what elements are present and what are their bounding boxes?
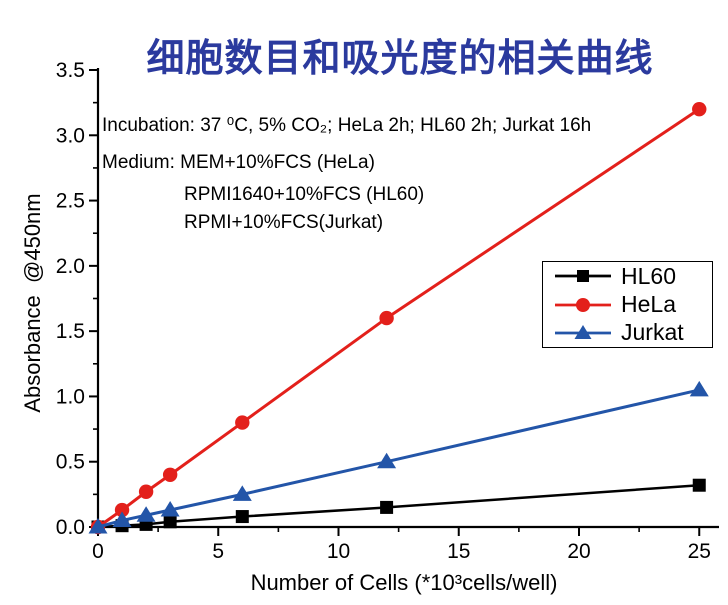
series-marker-hela	[379, 310, 394, 326]
series-marker-jurkat	[160, 501, 180, 517]
legend-box: HL60 HeLa Jurkat	[542, 261, 713, 348]
triangle-icon	[574, 324, 592, 339]
series-marker-hela	[114, 502, 130, 518]
series-marker-jurkat	[136, 506, 156, 522]
y-tick-label: 2.0	[56, 255, 85, 278]
series-marker-jurkat	[377, 452, 397, 469]
legend-item-jurkat: Jurkat	[543, 319, 712, 347]
x-tick-label: 0	[92, 540, 104, 563]
legend-label-hl60: HL60	[621, 262, 676, 289]
x-tick-label: 10	[327, 540, 350, 563]
series-marker-hl60	[692, 478, 706, 492]
legend-item-hela: HeLa	[543, 291, 712, 319]
y-tick-label: 1.0	[56, 385, 85, 408]
legend-label-jurkat: Jurkat	[621, 319, 684, 346]
series-marker-hela	[138, 484, 154, 499]
x-axis-title: Number of Cells (*10³cells/well)	[250, 570, 558, 595]
square-icon	[577, 270, 589, 283]
series-marker-hl60	[235, 510, 249, 524]
chart-title: 细胞数目和吸光度的相关曲线	[146, 38, 654, 80]
legend-swatch-2	[555, 324, 611, 339]
x-tick-label: 25	[688, 540, 711, 563]
y-tick-label: 1.5	[56, 320, 85, 343]
circle-icon	[576, 297, 590, 312]
y-tick-label: 2.5	[56, 190, 85, 213]
y-tick-label: 0.5	[56, 451, 85, 474]
legend-swatch-0	[555, 270, 611, 283]
series-marker-hela	[162, 467, 178, 482]
series-marker-hl60	[163, 515, 177, 529]
legend-item-hl60: HL60	[543, 262, 712, 290]
x-tick-label: 5	[212, 540, 224, 563]
y-tick-label: 3.5	[56, 59, 85, 82]
series-marker-hela	[692, 101, 707, 117]
y-tick-label: 3.0	[56, 124, 85, 147]
series-marker-jurkat	[112, 511, 132, 527]
series-marker-jurkat	[232, 485, 252, 501]
x-tick-label: 15	[447, 540, 470, 563]
series-marker-jurkat	[88, 518, 108, 534]
legend-label-hela: HeLa	[621, 291, 676, 317]
series-marker-jurkat	[689, 380, 709, 397]
series-marker-hl60	[380, 500, 394, 514]
annotation-medium-hela: Medium: MEM+10%FCS (HeLa)	[102, 152, 375, 173]
annotation-incubation: Incubation: 37 ⁰C, 5% CO₂; HeLa 2h; HL60…	[102, 115, 592, 136]
annotation-medium-hl60: RPMI1640+10%FCS (HL60)	[184, 184, 425, 205]
annotation-medium-jurkat: RPMI+10%FCS(Jurkat)	[184, 212, 384, 233]
y-tick-label: 0.0	[56, 516, 85, 539]
legend-swatch-1	[555, 297, 611, 312]
x-tick-label: 20	[567, 540, 590, 563]
series-marker-hela	[235, 415, 250, 430]
